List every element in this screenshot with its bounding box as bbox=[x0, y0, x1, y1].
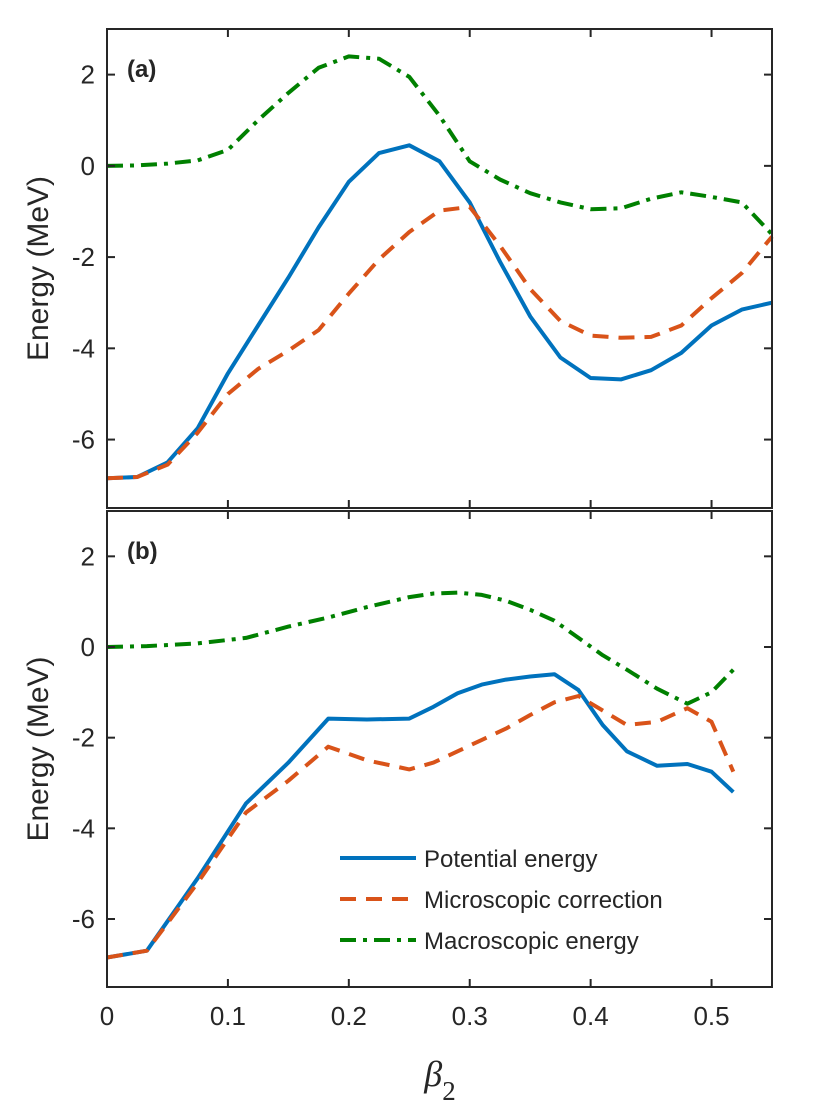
series-line-potential-energy bbox=[106, 672, 735, 960]
x-tick-label: 0 bbox=[100, 1001, 114, 1031]
panel-label: (b) bbox=[127, 538, 158, 565]
x-axis-symbol: β bbox=[423, 1054, 442, 1094]
y-tick-label: 2 bbox=[81, 541, 95, 571]
x-tick-label: 0.4 bbox=[573, 1001, 609, 1031]
series-line-macroscopic-energy bbox=[106, 590, 735, 706]
y-tick-label: 2 bbox=[81, 60, 95, 90]
x-tick-label: 0.5 bbox=[693, 1001, 729, 1031]
panel-a: 2 0 -2 -4 -6 Energy (MeV) (a) bbox=[22, 28, 774, 509]
y-tick-label: -2 bbox=[72, 242, 95, 272]
x-axis-title: β2 bbox=[423, 1054, 455, 1106]
y-tick-label: -6 bbox=[72, 425, 95, 455]
y-tick-label: -4 bbox=[72, 813, 95, 843]
panel-label: (a) bbox=[127, 56, 156, 83]
axes-frame bbox=[106, 510, 773, 988]
y-tick-label: 0 bbox=[81, 632, 95, 662]
y-axis-title: Energy (MeV) bbox=[22, 656, 55, 841]
legend-entry: Macroscopic energy bbox=[424, 928, 639, 955]
y-tick-label: -4 bbox=[72, 333, 95, 363]
y-tick-label: -6 bbox=[72, 904, 95, 934]
legend: Potential energy Microscopic correction Ma… bbox=[340, 846, 663, 955]
panel-b: 0 0.1 0.2 0.3 0.4 0.5 2 0 -2 -4 -6 Energy (MeV) (b) bbox=[22, 510, 773, 1031]
legend-entry: Potential energy bbox=[424, 846, 597, 873]
y-tick-label: -2 bbox=[72, 723, 95, 753]
x-tick-label: 0.2 bbox=[331, 1001, 367, 1031]
x-tick-label: 0.1 bbox=[210, 1001, 246, 1031]
legend-entry: Microscopic correction bbox=[424, 887, 663, 914]
series-line-microscopic-correction bbox=[106, 204, 774, 481]
axes-frame bbox=[106, 28, 773, 509]
series-line-microscopic-correction bbox=[106, 694, 736, 960]
y-axis-title: Energy (MeV) bbox=[22, 176, 55, 361]
series-line-macroscopic-energy bbox=[106, 54, 774, 236]
series-line-potential-energy bbox=[106, 143, 773, 481]
x-axis-subscript: 2 bbox=[442, 1076, 456, 1106]
y-tick-label: 0 bbox=[81, 151, 95, 181]
x-tick-label: 0.3 bbox=[452, 1001, 488, 1031]
